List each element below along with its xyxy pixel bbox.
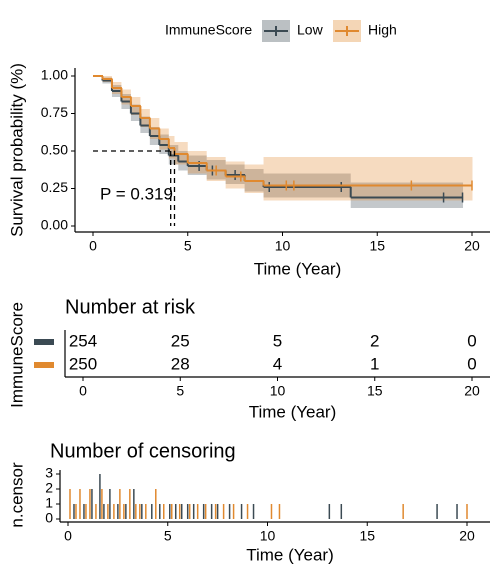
y-tick-label: 1.00 <box>41 67 68 83</box>
x-tick-label: 5 <box>184 238 192 254</box>
x-axis-label: Time (Year) <box>249 402 337 421</box>
risk-count: 25 <box>171 331 190 350</box>
x-tick-label: 10 <box>270 383 286 399</box>
x-tick-label: 20 <box>459 528 475 544</box>
legend-label: Low <box>297 22 324 38</box>
risk-count: 0 <box>467 331 476 350</box>
row-key <box>34 339 54 345</box>
y-tick-label: 0.00 <box>41 217 68 233</box>
risk-count: 1 <box>370 354 379 373</box>
y-axis-label: n.censor <box>7 462 26 528</box>
risk-count: 0 <box>467 354 476 373</box>
x-tick-label: 15 <box>367 383 383 399</box>
x-tick-label: 15 <box>369 238 385 254</box>
x-tick-label: 10 <box>260 528 276 544</box>
y-tick-label: 1 <box>45 495 53 511</box>
x-tick-label: 20 <box>464 238 480 254</box>
y-tick-label: 0.25 <box>41 179 68 195</box>
x-tick-label: 5 <box>176 383 184 399</box>
row-key <box>34 362 54 368</box>
y-tick-label: 2 <box>45 480 53 496</box>
x-tick-label: 20 <box>464 383 480 399</box>
risk-count: 28 <box>171 354 190 373</box>
confidence-band <box>263 157 472 201</box>
risk-count: 254 <box>69 331 97 350</box>
y-axis-label: ImmuneScore <box>7 302 26 408</box>
confidence-band <box>244 164 264 193</box>
confidence-band <box>472 157 473 201</box>
x-tick-label: 0 <box>89 238 97 254</box>
legend-title: ImmuneScore <box>165 22 252 38</box>
y-tick-label: 0.50 <box>41 142 68 158</box>
y-tick-label: 0 <box>45 510 53 526</box>
risk-count: 5 <box>273 331 282 350</box>
x-tick-label: 0 <box>79 383 87 399</box>
x-tick-label: 15 <box>359 528 375 544</box>
legend-label: High <box>368 22 397 38</box>
y-tick-label: 3 <box>45 465 53 481</box>
risk-count: 2 <box>370 331 379 350</box>
x-tick-label: 0 <box>64 528 72 544</box>
p-value: P = 0.319 <box>100 184 173 203</box>
x-tick-label: 10 <box>275 238 291 254</box>
risk-count: 250 <box>69 354 97 373</box>
x-axis-label: Time (Year) <box>254 259 342 278</box>
panel-title: Number at risk <box>65 296 196 318</box>
risk-count: 4 <box>273 354 282 373</box>
y-tick-label: 0.75 <box>41 104 68 120</box>
panel-title: Number of censoring <box>50 440 236 462</box>
y-axis-label: Survival probability (%) <box>7 63 26 237</box>
x-tick-label: 5 <box>164 528 172 544</box>
x-axis-label: Time (Year) <box>246 545 334 564</box>
